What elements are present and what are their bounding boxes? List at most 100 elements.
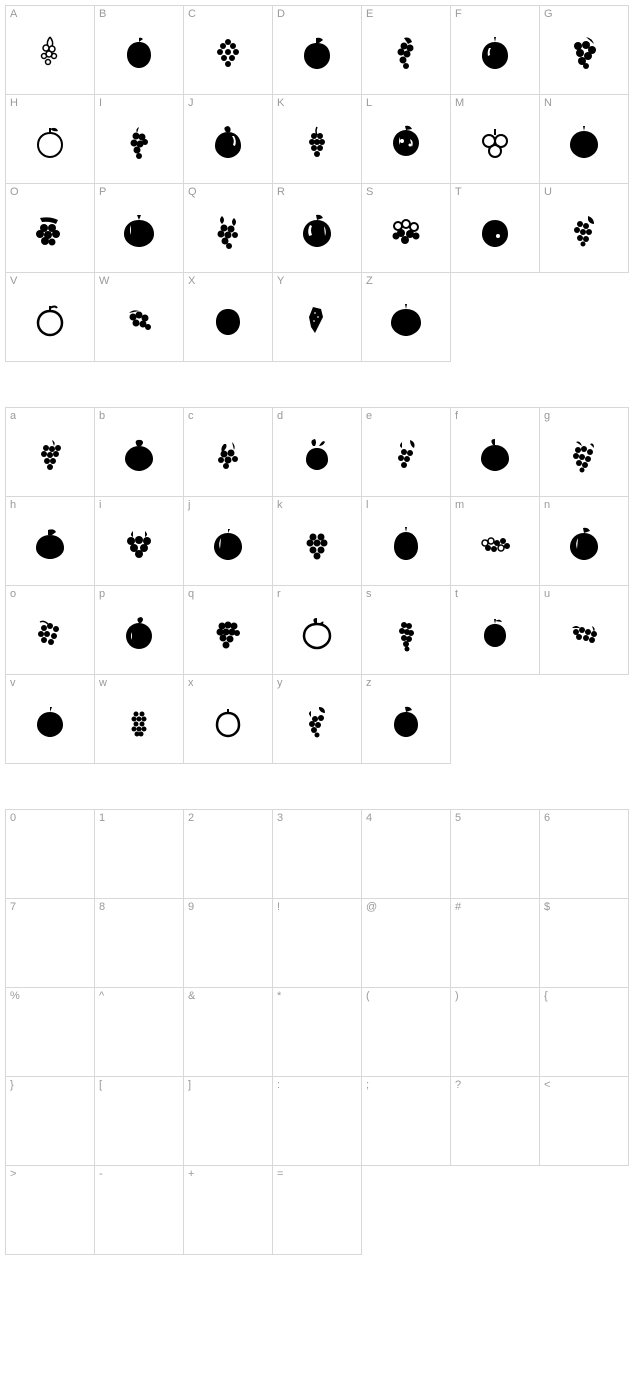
char-cell: ( xyxy=(362,988,451,1077)
glyph-apple xyxy=(451,586,539,674)
glyph-grapes xyxy=(95,497,183,585)
char-cell: G xyxy=(540,6,629,95)
glyph-apple xyxy=(540,497,628,585)
cell-label: ; xyxy=(366,1079,369,1091)
char-cell: 6 xyxy=(540,810,629,899)
glyph-apple-outline xyxy=(6,95,94,183)
cell-label: v xyxy=(10,677,16,689)
cell-label: u xyxy=(544,588,550,600)
cell-label: G xyxy=(544,8,553,20)
char-cell: z xyxy=(362,675,451,764)
char-cell: j xyxy=(184,497,273,586)
glyph-grapes xyxy=(540,6,628,94)
char-cell: 3 xyxy=(273,810,362,899)
cell-label: s xyxy=(366,588,372,600)
cell-label: N xyxy=(544,97,552,109)
cell-label: z xyxy=(366,677,372,689)
cell-label: C xyxy=(188,8,196,20)
char-cell: ] xyxy=(184,1077,273,1166)
cell-label: U xyxy=(544,186,552,198)
cell-label: @ xyxy=(366,901,377,913)
glyph-grapes xyxy=(273,95,361,183)
cell-label: - xyxy=(99,1168,103,1180)
char-cell: ^ xyxy=(95,988,184,1077)
char-cell: ? xyxy=(451,1077,540,1166)
glyph-apple-outline xyxy=(184,675,272,763)
char-cell: c xyxy=(184,408,273,497)
char-cell: M xyxy=(451,95,540,184)
glyph-apple-outline xyxy=(273,586,361,674)
char-cell: i xyxy=(95,497,184,586)
cell-label: ? xyxy=(455,1079,461,1091)
cell-label: T xyxy=(455,186,462,198)
char-cell: 1 xyxy=(95,810,184,899)
glyph-apple xyxy=(95,408,183,496)
char-cell: : xyxy=(273,1077,362,1166)
cell-label: Y xyxy=(277,275,284,287)
char-cell: w xyxy=(95,675,184,764)
cell-label: h xyxy=(10,499,16,511)
char-cell: B xyxy=(95,6,184,95)
char-cell: 5 xyxy=(451,810,540,899)
char-cell: d xyxy=(273,408,362,497)
cell-label: K xyxy=(277,97,284,109)
glyph-grapes xyxy=(540,586,628,674)
cell-label: ] xyxy=(188,1079,191,1091)
char-cell: g xyxy=(540,408,629,497)
symbols-grid-last-row: > - + = xyxy=(5,1166,363,1255)
char-cell: % xyxy=(6,988,95,1077)
char-cell: I xyxy=(95,95,184,184)
char-cell: f xyxy=(451,408,540,497)
glyph-apple xyxy=(451,408,539,496)
char-cell: 2 xyxy=(184,810,273,899)
cell-label: l xyxy=(366,499,368,511)
cell-label: } xyxy=(10,1079,14,1091)
cell-label: O xyxy=(10,186,19,198)
cell-label: [ xyxy=(99,1079,102,1091)
cell-label: 4 xyxy=(366,812,372,824)
char-cell: $ xyxy=(540,899,629,988)
char-cell: r xyxy=(273,586,362,675)
char-cell: y xyxy=(273,675,362,764)
cell-label: M xyxy=(455,97,464,109)
char-cell: J xyxy=(184,95,273,184)
glyph-grapes xyxy=(6,6,94,94)
char-cell: h xyxy=(6,497,95,586)
glyph-apple xyxy=(273,184,361,272)
char-cell: k xyxy=(273,497,362,586)
glyph-grapes xyxy=(184,6,272,94)
glyph-apple xyxy=(362,497,450,585)
cell-label: g xyxy=(544,410,550,422)
char-cell: O xyxy=(6,184,95,273)
cell-label: t xyxy=(455,588,458,600)
cell-label: y xyxy=(277,677,283,689)
char-cell: @ xyxy=(362,899,451,988)
cell-label: q xyxy=(188,588,194,600)
char-cell: A xyxy=(6,6,95,95)
cell-label: P xyxy=(99,186,106,198)
char-cell: o xyxy=(6,586,95,675)
cell-label: ^ xyxy=(99,990,104,1002)
glyph-grapes xyxy=(362,184,450,272)
glyph-apple xyxy=(362,675,450,763)
glyph-apple xyxy=(184,273,272,361)
cell-label: o xyxy=(10,588,16,600)
cell-label: d xyxy=(277,410,283,422)
char-cell: s xyxy=(362,586,451,675)
cell-label: ! xyxy=(277,901,280,913)
char-cell: { xyxy=(540,988,629,1077)
cell-label: A xyxy=(10,8,17,20)
cell-label: b xyxy=(99,410,105,422)
cell-label: : xyxy=(277,1079,280,1091)
glyph-apple xyxy=(95,184,183,272)
char-cell: P xyxy=(95,184,184,273)
glyph-grapes xyxy=(6,586,94,674)
char-cell: u xyxy=(540,586,629,675)
glyph-apple xyxy=(540,95,628,183)
char-cell: F xyxy=(451,6,540,95)
char-cell: q xyxy=(184,586,273,675)
glyph-grapes xyxy=(6,408,94,496)
cell-label: I xyxy=(99,97,102,109)
cell-label: 5 xyxy=(455,812,461,824)
cell-label: B xyxy=(99,8,106,20)
